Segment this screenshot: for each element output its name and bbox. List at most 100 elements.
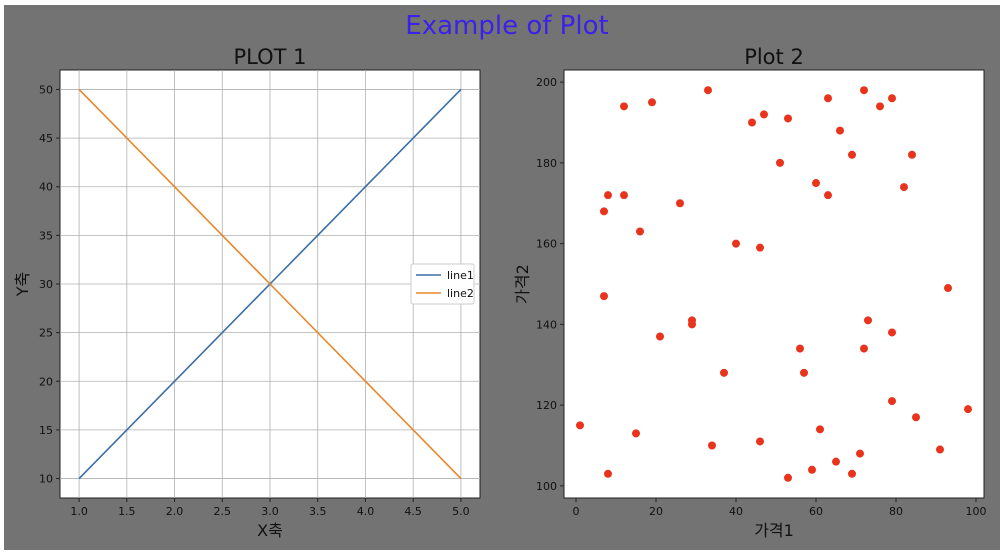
y-tick-label: 200 <box>536 76 557 89</box>
scatter-point <box>708 441 716 450</box>
x-tick-label: 5.0 <box>452 505 470 518</box>
scatter-point <box>676 199 684 208</box>
scatter-point <box>756 243 764 252</box>
scatter-point <box>848 150 856 159</box>
x-tick-label: 100 <box>966 505 987 518</box>
x-tick-label: 20 <box>649 505 663 518</box>
y-tick-label: 35 <box>39 229 53 242</box>
scatter-point <box>832 457 840 466</box>
scatter-point <box>808 465 816 474</box>
scatter-point <box>636 227 644 236</box>
y-tick-label: 180 <box>536 157 557 170</box>
plot-2-axes <box>563 69 985 499</box>
scatter-point <box>732 239 740 248</box>
plot-2: Plot 2 0 20 40 60 80 100 100 120 140 160 180 200 가… <box>513 45 987 540</box>
scatter-point <box>720 368 728 377</box>
x-tick-label: 3.0 <box>261 505 279 518</box>
plot-1-legend: line1 line2 <box>410 263 475 305</box>
x-tick-label: 2.0 <box>166 505 184 518</box>
plot-2-y-ticks: 100 120 140 160 180 200 <box>536 76 564 493</box>
y-tick-label: 45 <box>39 132 53 145</box>
plot-1-y-label: Y축 <box>13 272 32 298</box>
scatter-point <box>836 126 844 135</box>
scatter-point <box>784 473 792 482</box>
plot-2-title: Plot 2 <box>744 45 804 69</box>
legend-label-line2: line2 <box>447 287 474 300</box>
figure-title: Example of Plot <box>405 11 608 41</box>
y-tick-label: 30 <box>39 278 53 291</box>
y-tick-label: 120 <box>536 399 557 412</box>
y-tick-label: 100 <box>536 480 557 493</box>
y-tick-label: 160 <box>536 238 557 251</box>
scatter-point <box>620 102 628 111</box>
x-tick-label: 2.5 <box>214 505 232 518</box>
scatter-point <box>776 158 784 167</box>
scatter-point <box>604 469 612 478</box>
scatter-point <box>600 292 608 301</box>
y-tick-label: 50 <box>39 83 53 96</box>
scatter-point <box>796 344 804 353</box>
plot-2-x-label: 가격1 <box>754 521 794 540</box>
scatter-point <box>784 114 792 123</box>
scatter-point <box>912 413 920 422</box>
plot-2-x-ticks: 0 20 40 60 80 100 <box>573 498 987 518</box>
scatter-point <box>856 449 864 458</box>
scatter-point <box>876 102 884 111</box>
scatter-point <box>888 94 896 103</box>
scatter-point <box>824 191 832 200</box>
scatter-point <box>620 191 628 200</box>
scatter-point <box>824 94 832 103</box>
scatter-point <box>800 368 808 377</box>
legend-label-line1: line1 <box>447 269 474 282</box>
scatter-point <box>600 207 608 216</box>
x-tick-label: 3.5 <box>309 505 327 518</box>
x-tick-label: 40 <box>729 505 743 518</box>
y-tick-label: 25 <box>39 327 53 340</box>
scatter-point <box>656 332 664 341</box>
x-tick-label: 60 <box>809 505 823 518</box>
scatter-point <box>756 437 764 446</box>
plot-1-series <box>78 88 462 480</box>
scatter-point <box>900 183 908 192</box>
scatter-point <box>944 284 952 293</box>
x-tick-label: 4.0 <box>357 505 375 518</box>
scatter-point <box>964 405 972 414</box>
plot-1: PLOT 1 1.0 1.5 2.0 2.5 3.0 3.5 4.0 4.5 5.0 10 15 2… <box>13 45 481 540</box>
y-tick-label: 40 <box>39 181 53 194</box>
scatter-point <box>648 98 656 107</box>
scatter-point <box>860 344 868 353</box>
plot-1-x-ticks: 1.0 1.5 2.0 2.5 3.0 3.5 4.0 4.5 5.0 <box>70 498 470 518</box>
legend-box <box>410 263 475 305</box>
x-tick-label: 1.0 <box>70 505 88 518</box>
scatter-point <box>632 429 640 438</box>
series-line2 <box>78 88 462 480</box>
plot-2-points <box>576 86 972 482</box>
plot-1-grid <box>60 70 480 498</box>
y-tick-label: 140 <box>536 318 557 331</box>
x-tick-label: 80 <box>889 505 903 518</box>
scatter-point <box>704 86 712 95</box>
x-tick-label: 1.5 <box>118 505 136 518</box>
y-tick-label: 20 <box>39 375 53 388</box>
scatter-point <box>888 397 896 406</box>
scatter-point <box>860 86 868 95</box>
scatter-point <box>936 445 944 454</box>
scatter-point <box>760 110 768 119</box>
x-tick-label: 0 <box>573 505 580 518</box>
scatter-point <box>688 320 696 329</box>
scatter-point <box>908 150 916 159</box>
y-tick-label: 15 <box>39 424 53 437</box>
scatter-point <box>848 469 856 478</box>
plot-1-title: PLOT 1 <box>233 45 306 69</box>
plot-1-y-ticks: 10 15 20 25 30 35 40 45 50 <box>39 83 60 486</box>
scatter-point <box>888 328 896 337</box>
plot-2-y-label: 가격2 <box>513 264 532 304</box>
scatter-point <box>748 118 756 127</box>
scatter-point <box>576 421 584 430</box>
x-tick-label: 4.5 <box>404 505 422 518</box>
plot-1-x-label: X축 <box>257 521 283 540</box>
scatter-point <box>864 316 872 325</box>
scatter-point <box>604 191 612 200</box>
